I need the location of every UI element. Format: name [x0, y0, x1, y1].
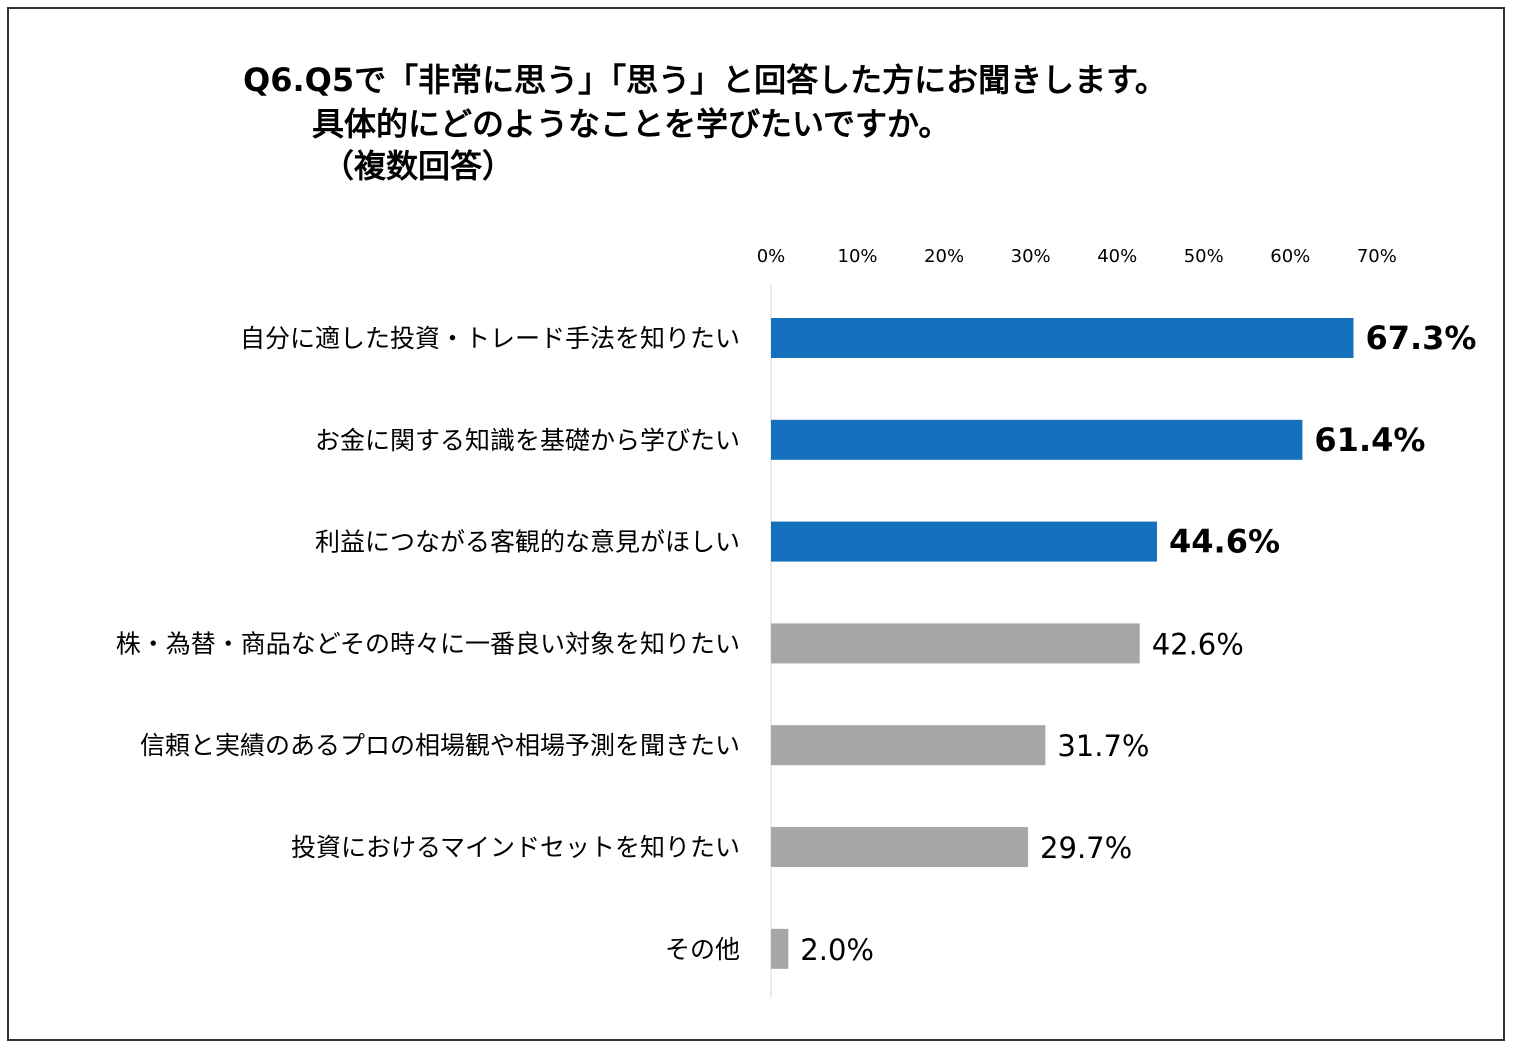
chart-frame [7, 7, 1505, 1041]
x-tick-label: 30% [1011, 246, 1051, 267]
data-label: 44.6% [1169, 523, 1280, 561]
category-label: 信頼と実績のあるプロの相場観や相場予測を聞きたい [140, 731, 740, 760]
data-label: 61.4% [1314, 421, 1425, 459]
category-label: その他 [665, 935, 740, 964]
chart-title-line-2: 具体的にどのようなことを学びたいですか。 [312, 105, 951, 143]
category-label: 株・為替・商品などその時々に一番良い対象を知りたい [116, 629, 740, 658]
data-label: 29.7% [1040, 831, 1132, 865]
x-tick-label: 50% [1184, 246, 1224, 267]
bar [771, 623, 1140, 664]
x-tick-label: 70% [1357, 246, 1397, 267]
bar [771, 928, 789, 969]
bar [771, 725, 1046, 766]
bar [771, 521, 1158, 562]
x-tick-label: 60% [1270, 246, 1310, 267]
category-label: 自分に適した投資・トレード手法を知りたい [240, 324, 740, 353]
data-label: 67.3% [1365, 319, 1476, 357]
x-tick-label: 10% [838, 246, 878, 267]
category-label: 利益につながる客観的な意見がほしい [315, 528, 740, 557]
category-label: お金に関する知識を基礎から学びたい [315, 426, 740, 455]
x-tick-label: 0% [757, 246, 786, 267]
x-tick-label: 40% [1097, 246, 1137, 267]
chart-title-line-3: （複数回答） [322, 147, 515, 185]
chart-title-line-1: Q6.Q5で「非常に思う」「思う」と回答した方にお聞きします。 [243, 61, 1167, 99]
x-tick-label: 20% [924, 246, 964, 267]
category-label: 投資におけるマインドセットを知りたい [291, 833, 740, 862]
bar [771, 318, 1354, 358]
data-label: 2.0% [800, 933, 874, 967]
bar [771, 827, 1029, 867]
data-label: 42.6% [1152, 627, 1244, 661]
data-label: 31.7% [1057, 729, 1149, 763]
bar [771, 419, 1303, 460]
